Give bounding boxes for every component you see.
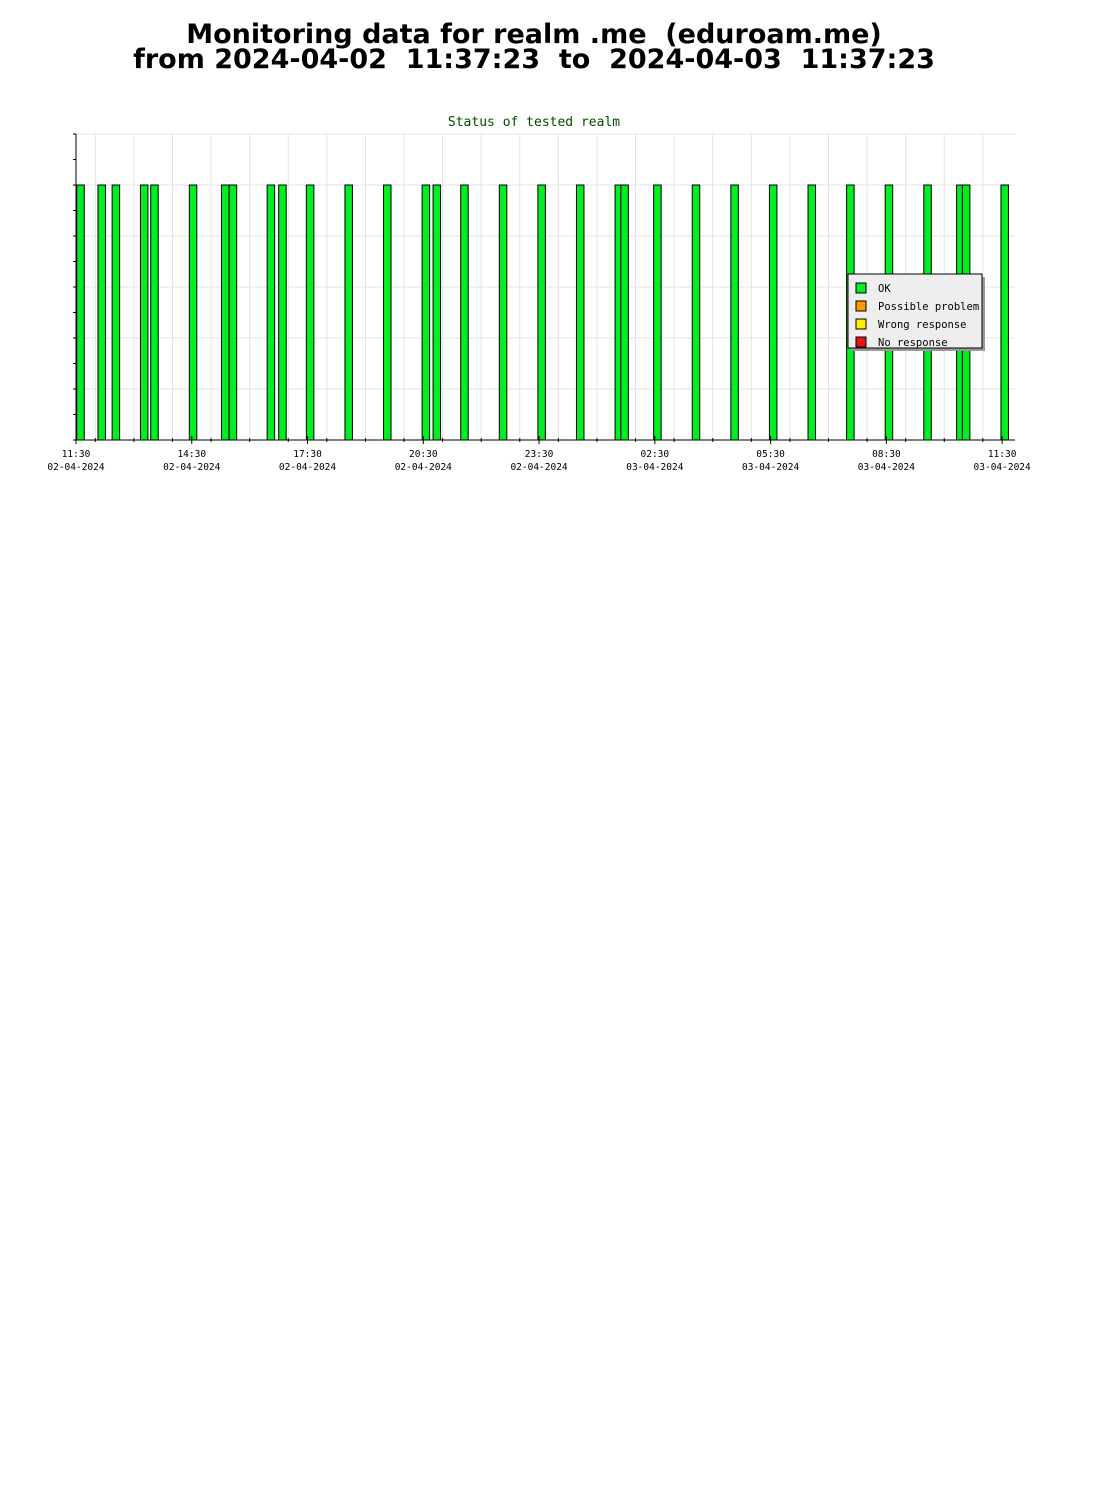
x-tick-label-date: 02-04-2024 — [395, 462, 452, 473]
bar-ok — [620, 184, 629, 441]
page-title-line-1: Monitoring data for realm .me (eduroam.m… — [186, 19, 882, 50]
x-tick-label-date: 03-04-2024 — [742, 462, 799, 473]
bar-ok — [139, 184, 149, 441]
legend-swatch — [855, 300, 867, 312]
x-tick-label-date: 02-04-2024 — [47, 462, 104, 473]
page-title-line-2: from 2024-04-02 11:37:23 to 2024-04-03 1… — [133, 44, 935, 75]
legend-label: Wrong response — [878, 319, 967, 331]
x-tick-label-time: 05:30 — [756, 449, 785, 460]
x-tick-label-time: 08:30 — [872, 449, 901, 460]
bar-ok — [278, 184, 287, 441]
x-tick-label-time: 11:30 — [62, 449, 91, 460]
legend-swatch — [855, 336, 867, 348]
bar-ok — [344, 184, 353, 441]
x-tick-label-date: 03-04-2024 — [626, 462, 683, 473]
legend-label: OK — [878, 283, 891, 295]
bar-ok — [188, 184, 198, 441]
bar-ok — [653, 184, 662, 441]
bar-ok — [220, 184, 230, 441]
bar-ok — [460, 184, 469, 441]
bar-ok — [266, 184, 276, 441]
bar-ok — [111, 184, 121, 441]
bar-ok — [383, 184, 392, 441]
x-tick-label-time: 17:30 — [293, 449, 322, 460]
bar-ok — [150, 184, 159, 441]
bar-ok — [807, 184, 817, 441]
bar-ok — [421, 184, 431, 441]
status-chart: Status of tested realm 11:30 02-04-2024 14… — [47, 115, 1031, 473]
legend-box — [847, 273, 983, 349]
x-axis-ticks: 11:30 02-04-2024 14:30 02-04-2024 17:30 02-04… — [47, 436, 1031, 473]
x-tick-label-time: 20:30 — [409, 449, 438, 460]
x-tick-label-time: 23:30 — [525, 449, 554, 460]
bar-ok — [768, 184, 778, 441]
bar-ok — [1000, 184, 1009, 441]
x-tick-label-time: 02:30 — [641, 449, 670, 460]
bar-ok — [537, 184, 546, 441]
x-tick-label-date: 03-04-2024 — [858, 462, 915, 473]
chart-title: Status of tested realm — [448, 115, 620, 130]
bar-ok — [228, 184, 238, 441]
x-tick-label-date: 02-04-2024 — [163, 462, 220, 473]
legend-label: Possible problem — [878, 301, 979, 313]
bar-ok — [691, 184, 701, 441]
legend-swatch — [855, 282, 867, 294]
x-tick-label-date: 02-04-2024 — [279, 462, 336, 473]
bar-ok — [76, 184, 85, 441]
bar-ok — [730, 184, 739, 441]
x-tick-label-time: 14:30 — [177, 449, 206, 460]
legend-swatch — [855, 318, 867, 330]
bar-ok — [305, 184, 315, 441]
bar-ok — [498, 184, 508, 441]
page-header: Monitoring data for realm .me (eduroam.m… — [0, 19, 1068, 75]
x-tick-label-time: 11:30 — [988, 449, 1017, 460]
axes-layer — [73, 133, 1015, 442]
bar-ok — [432, 184, 442, 441]
bar-ok — [97, 184, 106, 441]
x-tick-label-date: 03-04-2024 — [974, 462, 1031, 473]
x-tick-label-date: 02-04-2024 — [510, 462, 567, 473]
bar-ok — [575, 184, 585, 441]
legend: OK Possible problem Wrong response No respo… — [847, 273, 985, 351]
legend-label: No response — [878, 337, 948, 349]
